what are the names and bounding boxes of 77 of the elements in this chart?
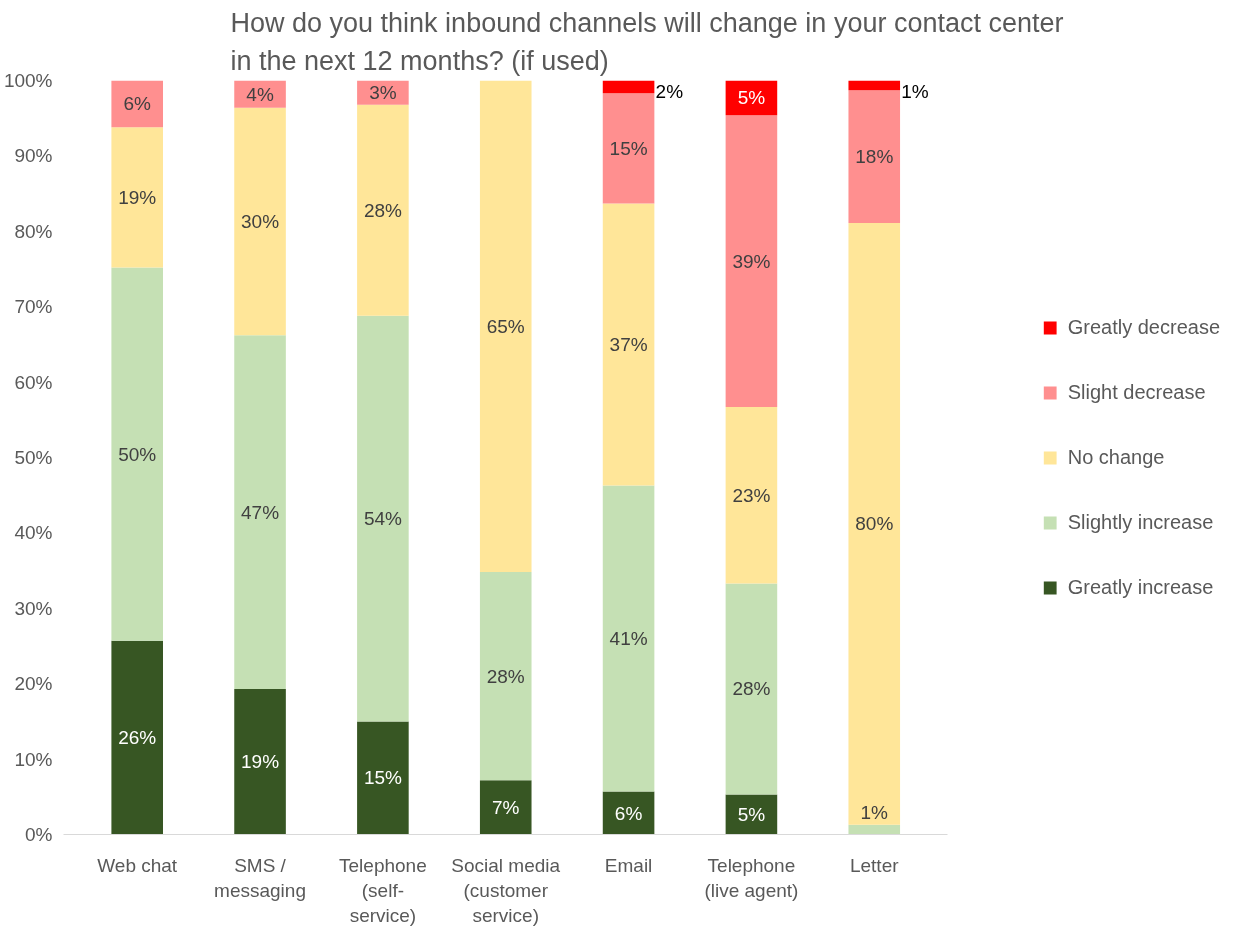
y-tick-label: 70% xyxy=(14,296,53,318)
data-label: 30% xyxy=(241,211,280,232)
data-label: 54% xyxy=(363,508,403,530)
x-tick-label: Telephone (self-service) xyxy=(339,854,427,926)
legend-label: Greatly decrease xyxy=(1067,315,1220,339)
legend-label: No change xyxy=(1067,445,1165,469)
bar xyxy=(848,223,901,825)
bar xyxy=(725,115,778,407)
data-label: 41% xyxy=(609,627,648,649)
data-label: 28% xyxy=(486,665,525,687)
bar xyxy=(357,721,409,835)
data-label: 39% xyxy=(732,250,771,272)
y-tick-label: 100% xyxy=(3,70,53,91)
legend-label: Greatly increase xyxy=(1067,575,1214,599)
bar xyxy=(479,572,532,781)
data-label: 7% xyxy=(492,796,520,818)
bar xyxy=(357,104,409,316)
data-label: 5% xyxy=(737,804,766,826)
data-label: 19% xyxy=(241,751,280,773)
legend-label: Slight decrease xyxy=(1067,380,1206,404)
data-label: 23% xyxy=(732,484,771,506)
data-label: 19% xyxy=(118,186,157,208)
data-label: 15% xyxy=(609,137,648,159)
x-tick-label: Social media (customer service) xyxy=(451,854,561,926)
data-label: 28% xyxy=(363,199,403,221)
bar xyxy=(602,93,655,204)
data-label: 4% xyxy=(246,83,274,105)
data-label: 15% xyxy=(363,767,403,789)
x-tick-label: Letter xyxy=(849,854,900,876)
bar xyxy=(234,688,286,835)
bar xyxy=(848,80,901,91)
data-label: 50% xyxy=(118,443,157,465)
bar xyxy=(602,485,655,792)
data-label: 1% xyxy=(901,80,929,102)
bar xyxy=(848,824,901,835)
bar xyxy=(234,335,286,689)
bar xyxy=(725,406,778,584)
y-tick-label: 10% xyxy=(14,748,53,770)
y-tick-label: 60% xyxy=(14,371,53,393)
y-tick-label: 20% xyxy=(14,673,53,695)
data-label: 5% xyxy=(737,87,766,109)
data-label: 47% xyxy=(241,501,280,523)
legend-label: Slightly increase xyxy=(1067,510,1214,534)
y-tick-label: 0% xyxy=(25,824,53,845)
bar xyxy=(111,127,163,268)
x-tick-label: Email xyxy=(604,854,653,876)
bar xyxy=(479,780,532,835)
data-label: 80% xyxy=(855,513,894,535)
y-tick-label: 50% xyxy=(14,447,53,468)
bar xyxy=(111,80,163,128)
bar xyxy=(234,107,286,336)
data-label: 1% xyxy=(860,802,889,824)
y-tick-label: 40% xyxy=(14,522,53,544)
data-label: 26% xyxy=(118,727,157,749)
x-tick-label: Telephone (live agent) xyxy=(704,854,799,901)
data-label: 6% xyxy=(614,802,643,824)
bar xyxy=(111,640,163,835)
data-label: 6% xyxy=(123,93,152,115)
bar xyxy=(479,80,532,573)
chart-title: How do you think inbound channels will change in your contact center in the next 12 months? (if used) xyxy=(230,8,1064,76)
y-tick-label: 30% xyxy=(14,597,53,619)
data-label: 65% xyxy=(486,315,525,337)
x-tick-label: Web chat xyxy=(97,854,178,876)
data-label: 18% xyxy=(855,146,894,168)
y-tick-label: 90% xyxy=(14,145,53,167)
bar xyxy=(602,80,655,94)
data-label: 37% xyxy=(609,333,648,355)
y-tick-label: 80% xyxy=(14,220,53,242)
bar xyxy=(357,315,409,722)
bar xyxy=(848,90,901,224)
data-label: 2% xyxy=(655,80,684,102)
bar xyxy=(111,267,163,641)
data-label: 3% xyxy=(369,82,397,104)
bar xyxy=(725,583,778,795)
data-label: 28% xyxy=(732,678,771,700)
bar xyxy=(602,203,655,486)
x-tick-label: SMS / messaging xyxy=(214,854,306,901)
